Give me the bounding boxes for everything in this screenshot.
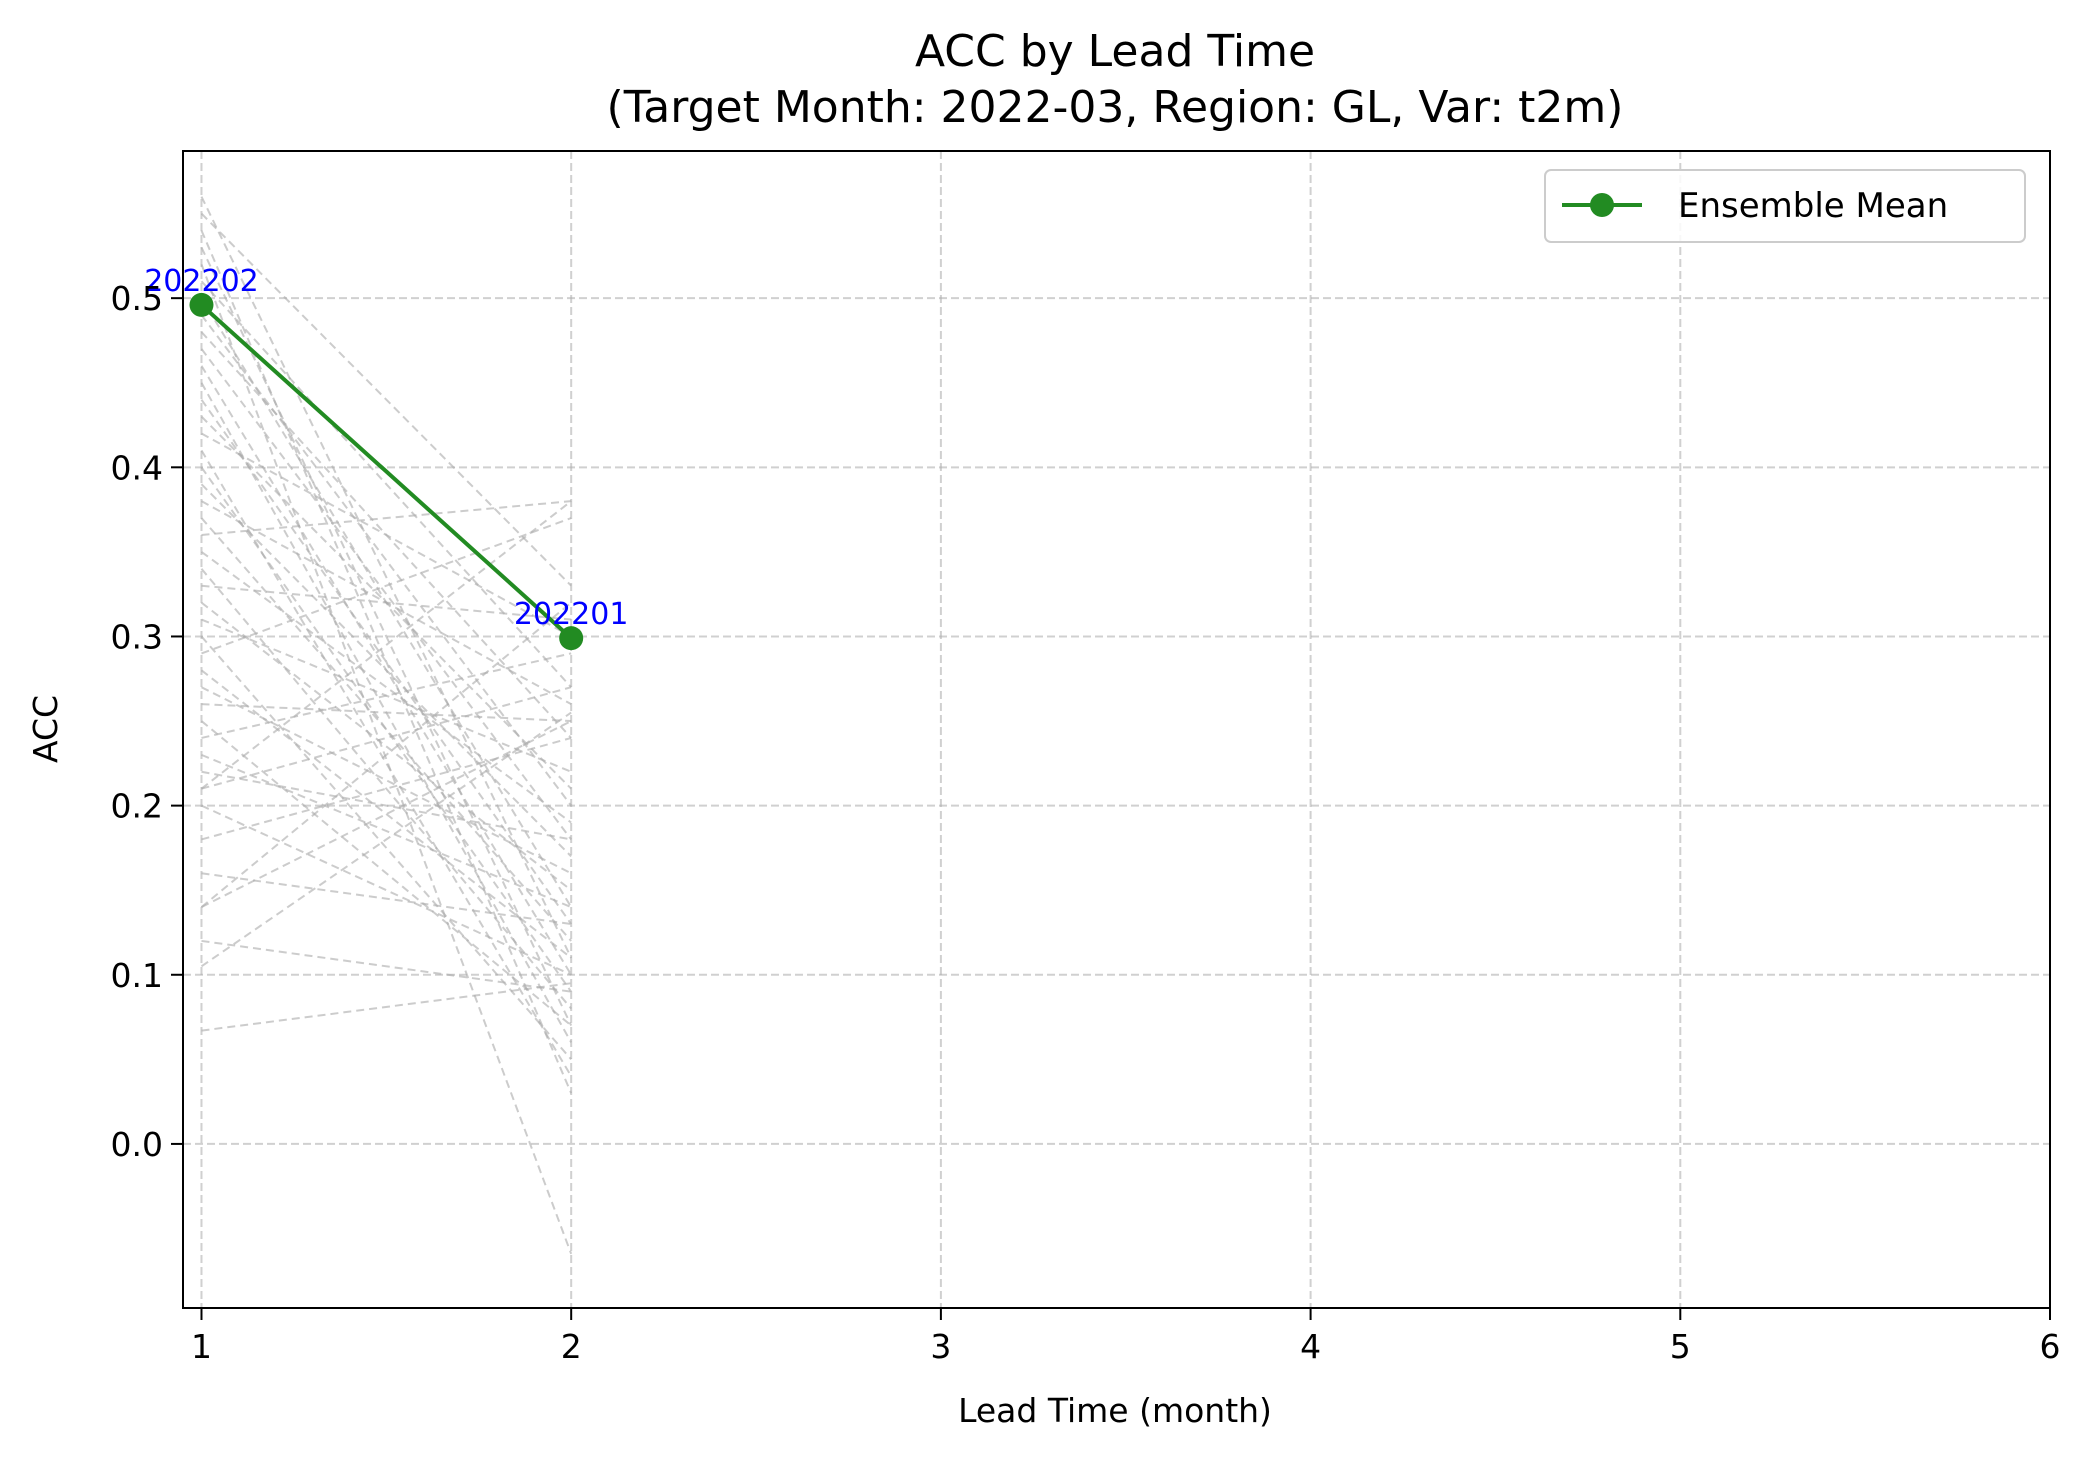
member-line (201, 652, 572, 739)
member-line (200, 500, 572, 790)
member-line (201, 720, 572, 909)
x-tick-label: 5 (1670, 1327, 1691, 1366)
member-line (200, 212, 572, 587)
y-axis-label: ACC (26, 695, 65, 763)
member-line (200, 246, 573, 1026)
member-line (201, 686, 572, 790)
point-annotation: 202201 (514, 597, 629, 632)
y-tick-label: 0.4 (111, 448, 163, 487)
x-tick-label: 2 (561, 1327, 582, 1366)
ensemble-mean-line (200, 303, 573, 640)
member-line (201, 736, 572, 841)
y-tick-label: 0.5 (111, 279, 163, 318)
member-line (200, 601, 572, 908)
ensemble-mean-point (559, 626, 584, 651)
point-annotation: 202202 (144, 264, 259, 299)
member-line (201, 686, 572, 875)
member-line (201, 753, 572, 909)
member-line (200, 483, 572, 858)
member-line (200, 551, 572, 824)
member-line (200, 635, 572, 1061)
member-line (200, 466, 573, 993)
member-line (200, 196, 573, 959)
legend: Ensemble Mean (1544, 169, 2026, 243)
chart-subtitle: (Target Month: 2022-03, Region: GL, Var:… (607, 82, 1624, 133)
member-line (200, 720, 572, 1027)
annotation-layer: 202202 202201 (144, 264, 628, 632)
x-axis-ticks: 1 2 3 4 5 6 (191, 1308, 2061, 1366)
member-line (200, 568, 572, 1010)
member-line (201, 584, 572, 621)
x-tick-label: 6 (2040, 1327, 2061, 1366)
legend-box (1544, 169, 2026, 243)
member-line (201, 432, 572, 638)
member-line (201, 770, 572, 841)
member-line (200, 314, 572, 807)
member-line (201, 703, 572, 723)
member-line (201, 804, 572, 976)
ensemble-mean-point (189, 292, 214, 317)
legend-point-marker (1590, 193, 1614, 217)
member-line (201, 982, 572, 1032)
member-line (201, 872, 572, 926)
member-line (200, 399, 573, 925)
member-line (200, 348, 572, 841)
member-line (200, 280, 572, 688)
member-line (201, 500, 572, 536)
member-line (201, 939, 572, 993)
y-axis-ticks: 0.0 0.1 0.2 0.3 0.4 0.5 (111, 279, 183, 1164)
member-lines (200, 196, 573, 1255)
y-tick-label: 0.1 (111, 956, 163, 995)
member-line (200, 230, 573, 1094)
plot-frame (182, 150, 2051, 1309)
x-tick-label: 3 (930, 1327, 951, 1366)
member-line (201, 517, 572, 655)
legend-entry-ensemble-mean: Ensemble Mean (1678, 186, 1948, 226)
x-tick-label: 1 (191, 1327, 212, 1366)
chart-title: ACC by Lead Time (915, 26, 1315, 77)
y-tick-label: 0.3 (111, 617, 163, 656)
member-line (200, 517, 572, 942)
y-tick-label: 0.0 (111, 1125, 163, 1164)
member-line (200, 263, 573, 1255)
series-layer (189, 292, 584, 651)
member-line (200, 711, 572, 968)
x-axis-label: Lead Time (month) (958, 1391, 1272, 1430)
x-tick-label: 4 (1300, 1327, 1321, 1366)
y-tick-label: 0.2 (111, 787, 163, 826)
